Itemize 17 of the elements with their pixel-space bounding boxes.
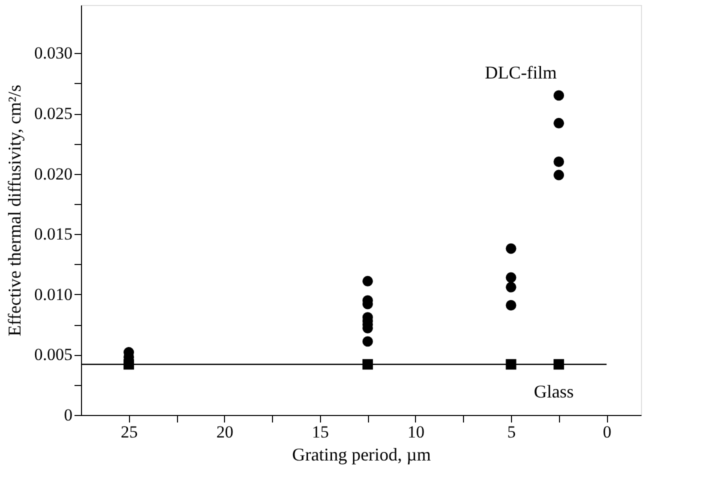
- series-label: Glass: [534, 381, 574, 402]
- x-axis-title: Grating period, µm: [292, 444, 431, 464]
- y-tick-label: 0.025: [34, 104, 72, 124]
- x-tick-label: 10: [407, 422, 424, 442]
- y-tick-label: 0.020: [34, 164, 72, 184]
- series-label: DLC-film: [484, 62, 557, 82]
- x-tick-label: 20: [216, 422, 234, 442]
- x-tick-label: 25: [120, 422, 138, 442]
- y-axis-title: Effective thermal diffusivity, cm²/s: [4, 84, 24, 336]
- y-tick-label: 0.030: [34, 44, 72, 63]
- y-tick-label: 0.005: [34, 345, 72, 364]
- x-tick-label: 15: [312, 422, 329, 442]
- y-tick-label: 0.015: [34, 224, 72, 244]
- x-tick-label: 5: [507, 422, 516, 442]
- x-tick-label: 0: [602, 422, 612, 442]
- y-tick-label: 0: [64, 406, 72, 424]
- y-tick-label: 0.010: [34, 284, 72, 304]
